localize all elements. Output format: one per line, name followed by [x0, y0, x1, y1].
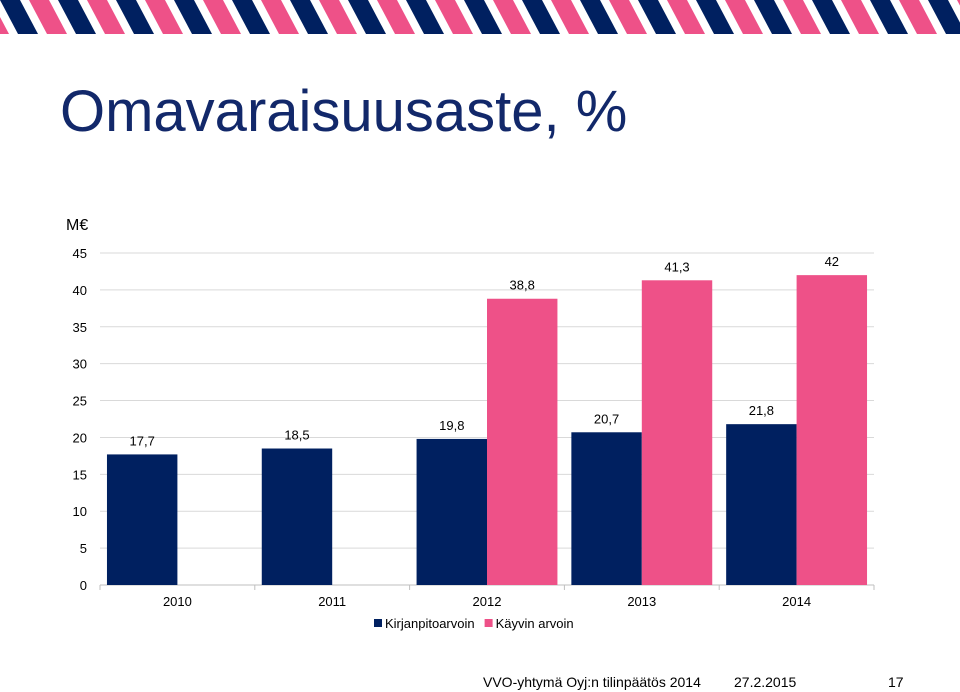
- y-tick-label: 35: [73, 320, 87, 335]
- banner-stripe: [725, 0, 763, 34]
- banner-stripe: [203, 0, 241, 34]
- banner-stripe: [551, 0, 589, 34]
- y-tick-label: 45: [73, 246, 87, 261]
- banner-stripe: [29, 0, 67, 34]
- decorative-banner: [0, 0, 960, 34]
- bar-k-yvin-arvoin: [487, 298, 558, 585]
- banner-stripe: [580, 0, 618, 34]
- bar-kirjanpitoarvoin: [571, 432, 642, 585]
- footer-date: 27.2.2015: [734, 674, 797, 690]
- x-tick-label: 2014: [782, 594, 811, 609]
- banner-stripe: [348, 0, 386, 34]
- bar-kirjanpitoarvoin: [106, 454, 178, 585]
- banner-stripe: [0, 17, 9, 34]
- banner-stripe: [290, 0, 328, 34]
- banner-stripe: [464, 0, 502, 34]
- bar-k-yvin-arvoin: [796, 275, 868, 585]
- banner-stripe: [957, 0, 960, 6]
- legend-label: Käyvin arvoin: [496, 616, 574, 631]
- banner-stripe: [145, 0, 183, 34]
- banner-stripe: [435, 0, 473, 34]
- data-label: 21,8: [749, 403, 774, 418]
- data-label: 38,8: [510, 278, 535, 293]
- legend-label: Kirjanpitoarvoin: [385, 616, 475, 631]
- x-tick-label: 2013: [627, 594, 656, 609]
- data-label: 41,3: [664, 259, 689, 274]
- bar-kirjanpitoarvoin: [726, 424, 797, 585]
- y-tick-label: 30: [73, 357, 87, 372]
- data-label: 42: [825, 254, 839, 269]
- banner-stripe: [667, 0, 705, 34]
- bar-k-yvin-arvoin: [641, 280, 713, 585]
- bar-chart: M€ 0 5 10 15 20 25 30 35 40 45 2010 17,7 2011 18,5 2012…: [66, 217, 875, 631]
- y-axis-unit-label: M€: [66, 217, 88, 234]
- y-tick-label: 15: [73, 467, 87, 482]
- banner-stripe: [870, 0, 908, 34]
- banner-stripe: [319, 0, 357, 34]
- y-tick-label: 25: [73, 394, 87, 409]
- bar-kirjanpitoarvoin: [261, 448, 333, 585]
- banner-stripe: [116, 0, 154, 34]
- data-label: 17,7: [130, 433, 155, 448]
- data-label: 18,5: [284, 428, 309, 443]
- banner-stripe: [609, 0, 647, 34]
- slide-footer: VVO-yhtymä Oyj:n tilinpäätös 2014 27.2.2…: [0, 670, 960, 692]
- banner-stripe: [174, 0, 212, 34]
- banner-stripe: [377, 0, 415, 34]
- y-tick-label: 5: [80, 541, 87, 556]
- banner-stripe: [58, 0, 96, 34]
- banner-stripe: [522, 0, 560, 34]
- banner-stripe: [899, 0, 937, 34]
- x-tick-label: 2012: [473, 594, 502, 609]
- y-tick-label: 40: [73, 283, 87, 298]
- banner-stripe: [783, 0, 821, 34]
- legend-swatch: [484, 619, 493, 627]
- x-tick-label: 2011: [318, 594, 346, 609]
- banner-stripe: [493, 0, 531, 34]
- banner-stripe: [0, 0, 38, 34]
- legend-swatch: [374, 619, 382, 627]
- slide-title: Omavaraisuusaste, %: [60, 79, 628, 144]
- banner-stripe: [754, 0, 792, 34]
- banner-stripe: [812, 0, 850, 34]
- y-tick-label: 20: [73, 430, 87, 445]
- y-tick-label: 10: [73, 504, 87, 519]
- banner-stripe: [232, 0, 270, 34]
- bar-kirjanpitoarvoin: [416, 438, 487, 585]
- banner-stripe: [406, 0, 444, 34]
- banner-stripe: [638, 0, 676, 34]
- y-tick-label: 0: [80, 578, 87, 593]
- banner-stripe: [928, 0, 960, 34]
- footer-company: VVO-yhtymä Oyj:n tilinpäätös 2014: [483, 674, 701, 690]
- banner-stripe: [696, 0, 734, 34]
- banner-stripe: [87, 0, 125, 34]
- data-label: 20,7: [594, 411, 619, 426]
- footer-page-number: 17: [888, 674, 904, 690]
- banner-stripe: [261, 0, 299, 34]
- data-label: 19,8: [439, 418, 464, 433]
- x-tick-label: 2010: [163, 594, 192, 609]
- banner-stripe: [841, 0, 879, 34]
